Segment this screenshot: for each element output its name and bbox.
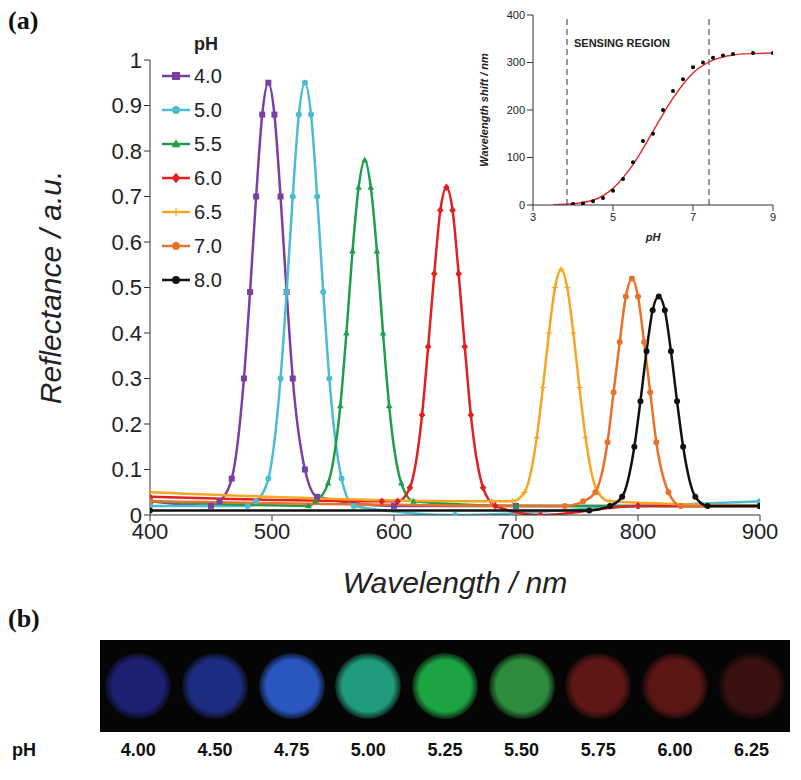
svg-text:7: 7	[690, 211, 696, 223]
html-text:6.00: 6.00	[657, 740, 693, 760]
html-text:pH: pH	[194, 34, 218, 54]
html-text:(b): (b)	[8, 604, 40, 633]
html-text:8.0: 8.0	[194, 268, 222, 291]
svg-text:5: 5	[610, 211, 616, 223]
svg-text:Wavelength shift / nm: Wavelength shift / nm	[478, 53, 490, 167]
svg-text:0.6: 0.6	[111, 230, 142, 255]
html-text:6.0: 6.0	[194, 166, 222, 189]
html-text:5.00: 5.00	[350, 740, 386, 760]
html-text:5.50: 5.50	[504, 740, 540, 760]
html-text:4.00: 4.00	[120, 740, 156, 760]
svg-text:0.9: 0.9	[111, 93, 142, 118]
html-text:4.75: 4.75	[274, 740, 310, 760]
svg-text:800: 800	[620, 519, 657, 544]
html-text:(a): (a)	[8, 6, 39, 35]
svg-text:700: 700	[498, 519, 535, 544]
html-text:5.5: 5.5	[194, 132, 222, 155]
svg-text:0.4: 0.4	[111, 321, 142, 346]
html-text:7.0: 7.0	[194, 234, 222, 257]
svg-text:900: 900	[742, 519, 779, 544]
svg-text:1: 1	[130, 48, 142, 73]
svg-text:pH: pH	[645, 231, 662, 243]
html-text:6.5: 6.5	[194, 200, 222, 223]
svg-text:9: 9	[770, 211, 776, 223]
svg-text:400: 400	[131, 518, 169, 544]
html-text:4.50: 4.50	[197, 740, 233, 760]
html-text:5.0: 5.0	[194, 98, 222, 121]
svg-text:200: 200	[507, 104, 525, 116]
svg-text:0.3: 0.3	[111, 366, 142, 391]
svg-text:400: 400	[507, 9, 525, 21]
html-text:SENSING REGION: SENSING REGION	[574, 37, 670, 49]
svg-text:600: 600	[376, 519, 413, 544]
svg-text:0.2: 0.2	[111, 412, 142, 437]
svg-text:0.8: 0.8	[111, 139, 142, 164]
svg-text:Wavelength / nm: Wavelength / nm	[343, 566, 568, 599]
html-text:pH: pH	[12, 740, 36, 760]
html-text:6.25: 6.25	[734, 740, 770, 760]
svg-text:100: 100	[507, 151, 525, 163]
svg-text:0: 0	[130, 503, 142, 528]
svg-text:500: 500	[254, 519, 291, 544]
html-text:4.0: 4.0	[194, 64, 222, 87]
svg-text:0: 0	[519, 199, 525, 211]
html-text:5.75: 5.75	[580, 740, 616, 760]
svg-text:0.7: 0.7	[111, 184, 142, 209]
svg-text:0.1: 0.1	[111, 457, 142, 482]
svg-text:0.5: 0.5	[111, 275, 142, 300]
svg-text:3: 3	[530, 211, 536, 223]
svg-text:Reflectance / a.u.: Reflectance / a.u.	[34, 171, 67, 404]
svg-text:300: 300	[507, 56, 525, 68]
html-text:5.25: 5.25	[427, 740, 463, 760]
